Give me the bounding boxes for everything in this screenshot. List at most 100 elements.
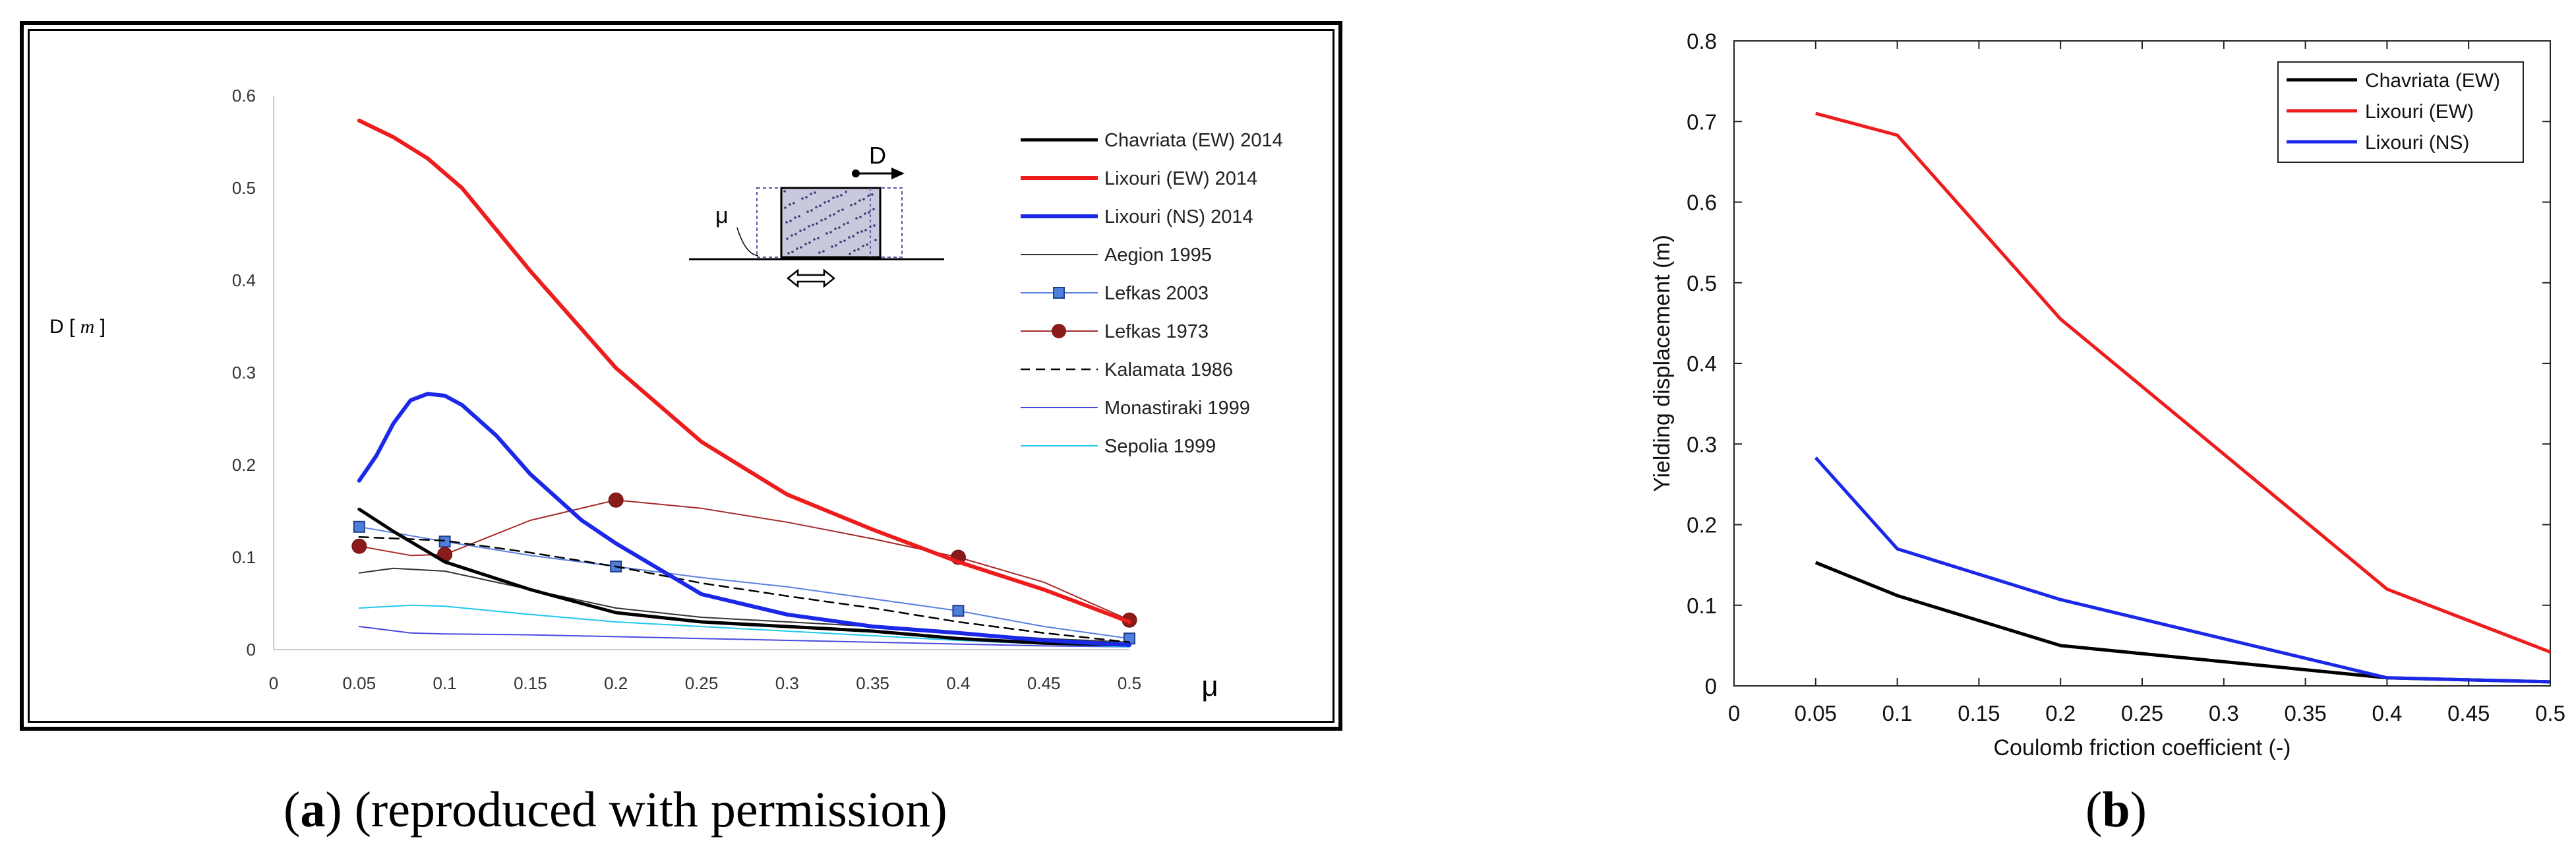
inset-block-texture (810, 209, 813, 212)
inset-block-texture (862, 198, 865, 200)
chart-b-y-tick-label: 0.8 (1687, 29, 1717, 53)
legend-a-label: Lixouri (EW) 2014 (1104, 168, 1257, 189)
legend-a-label: Sepolia 1999 (1104, 436, 1216, 457)
chart-a: 0 0.05 0.1 0.15 0.2 0.25 0.3 0.35 0.4 0.45 0.5 0 0.1… (49, 86, 1283, 702)
chart-a-x-tick-label: 0.05 (342, 673, 376, 693)
legend-a-label: Lixouri (NS) 2014 (1104, 206, 1253, 228)
chart-a-x-tick-label: 0.3 (775, 673, 799, 693)
chart-a-x-tick-label: 0.35 (856, 673, 889, 693)
inset-block-texture (819, 204, 822, 207)
inset-mu-pointer (736, 227, 759, 257)
inset-block-texture (867, 195, 870, 197)
inset-block-texture (832, 197, 835, 199)
inset-block-texture (789, 220, 792, 222)
inset-block-texture (862, 245, 864, 247)
inset-block-texture (868, 211, 870, 214)
inset-block-texture (839, 241, 842, 243)
inset-block-texture (843, 239, 846, 242)
inset-block-texture (825, 232, 828, 235)
inset-block-texture (848, 236, 851, 239)
inset-block-texture (808, 241, 811, 244)
inset-block-texture (833, 213, 835, 216)
legend-a-label: Monastiraki 1999 (1104, 398, 1250, 419)
inset-block-texture (872, 208, 875, 210)
inset-block-texture (791, 234, 793, 237)
inset-block-texture (855, 217, 858, 220)
inset-block-texture (859, 216, 862, 218)
chart-b-x-tick-label: 0.4 (2372, 701, 2402, 725)
inset-block-texture (824, 218, 827, 220)
chart-b-x-tick-label: 0.05 (1795, 701, 1837, 725)
inset-block-texture (860, 230, 863, 233)
caption-b-label: b (2102, 782, 2130, 838)
chart-a-series-line (358, 499, 1130, 621)
chart-a-legend: Chavriata (EW) 2014 Lixouri (EW) 2014 Lixo… (1021, 130, 1283, 457)
legend-a-label: Kalamata 1986 (1104, 359, 1233, 381)
inset-block (780, 187, 882, 259)
chart-a-series-line (357, 392, 1131, 647)
chart-b-x-tick-label: 0.1 (1882, 701, 1913, 725)
chart-a-y-tick-label: 0 (247, 640, 256, 659)
chart-a-x-tick-label: 0.25 (685, 673, 719, 693)
chart-b-x-tick-label: 0.25 (2121, 701, 2163, 725)
legend-b-label: Lixouri (NS) (2365, 132, 2469, 154)
chart-b-x-tick-label: 0 (1728, 701, 1740, 725)
chart-b-x-tick-label: 0.15 (1958, 701, 2000, 725)
inset-block-texture (791, 251, 794, 253)
inset-block-texture (785, 221, 788, 224)
inset-block-texture (843, 223, 845, 226)
inset-block-texture (834, 228, 837, 230)
inset-mu-label: μ (715, 203, 729, 228)
chart-a-marker (438, 536, 451, 548)
chart-a-x-tick-label: 0.4 (946, 673, 970, 693)
inset-block-texture (801, 197, 804, 200)
inset-block-texture (864, 229, 867, 231)
inset-block-texture (794, 233, 797, 235)
caption-a-label: a (300, 782, 326, 838)
inset-block-texture (796, 247, 798, 250)
inset-block-texture (803, 228, 806, 231)
chart-b-y-tick-label: 0.3 (1687, 432, 1717, 456)
inset-block-texture (805, 196, 808, 199)
chart-a-x-tick-label: 0.5 (1118, 673, 1141, 693)
inset-block-texture (841, 208, 844, 211)
chart-a-series-line (358, 526, 1130, 640)
chart-b-y-tick-label: 0.6 (1687, 191, 1717, 215)
legend-a-marker (1053, 287, 1065, 299)
figure-a-frame (20, 21, 1342, 731)
inset-block-texture (873, 224, 876, 227)
chart-a-inset-diagram: Dμ (689, 142, 944, 288)
chart-a-marker (952, 605, 965, 617)
legend-a-label: Lefkas 2003 (1104, 283, 1209, 304)
chart-a-y-axis-label: D [ m ] (49, 316, 105, 338)
chart-a-x-tick-label: 0.1 (433, 673, 457, 693)
chart-b-x-tick-label: 0.2 (2045, 701, 2076, 725)
inset-block-texture (804, 243, 807, 245)
inset-block-texture (836, 195, 839, 198)
caption-b: (b) (2085, 782, 2147, 838)
inset-block-texture (810, 193, 812, 195)
legend-a-marker (1052, 324, 1066, 338)
inset-block-texture (814, 191, 816, 194)
inset-block-texture (806, 210, 809, 213)
chart-a-y-tick-label: 0.2 (232, 455, 256, 475)
inset-block-texture (820, 219, 823, 222)
inset-block-texture (864, 212, 866, 215)
chart-a-y-tick-label: 0.4 (232, 270, 256, 290)
chart-b-y-tick-label: 0 (1705, 674, 1717, 698)
inset-block-texture (856, 231, 859, 234)
chart-b-x-axis-label: Coulomb friction coefficient (-) (1994, 735, 2291, 760)
inset-block-texture (786, 237, 789, 240)
inset-block-texture (800, 246, 802, 249)
inset-block-texture (847, 222, 849, 224)
chart-b-y-axis-label: Yielding displacement (m) (1650, 235, 1675, 492)
inset-block-texture (853, 249, 856, 252)
chart-a-y-tick-label: 0.5 (232, 178, 256, 198)
chart-a-y-tick-label: 0.6 (232, 86, 256, 106)
legend-a-label: Aegion 1995 (1104, 245, 1212, 266)
inset-block-texture (838, 226, 841, 229)
inset-block-texture (850, 204, 853, 206)
chart-a-series-line (358, 626, 1130, 648)
inset-block-texture (794, 216, 796, 219)
chart-a-marker (353, 520, 365, 533)
